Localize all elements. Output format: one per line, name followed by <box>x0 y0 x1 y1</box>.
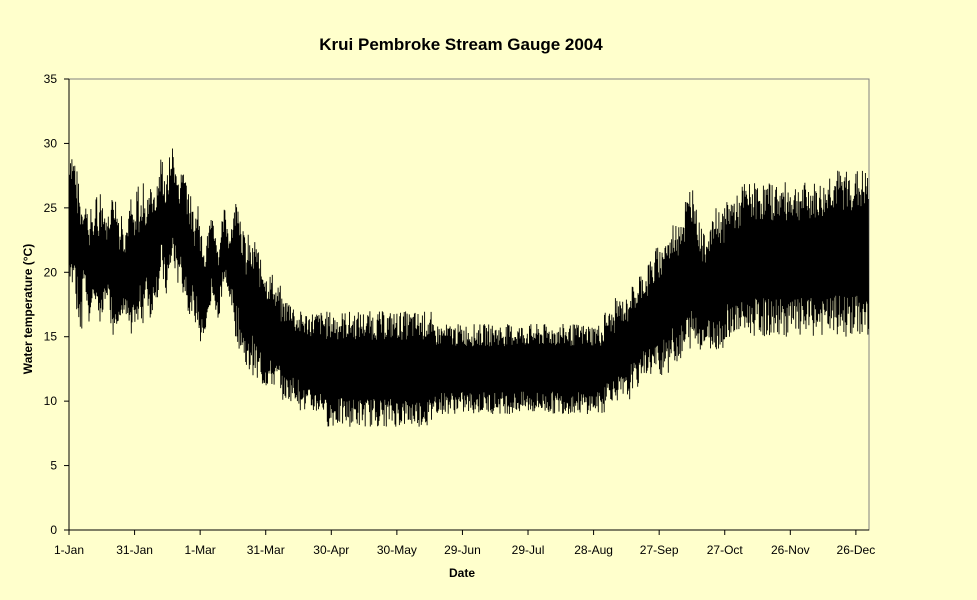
x-tick-label: 29-Jun <box>444 543 481 557</box>
x-tick-label: 1-Jan <box>54 543 84 557</box>
y-tick-label: 35 <box>44 72 58 86</box>
x-tick-label: 29-Jul <box>512 543 545 557</box>
x-tick-label: 30-Apr <box>313 543 349 557</box>
x-tick-label: 27-Sep <box>640 543 679 557</box>
x-tick-label: 27-Oct <box>707 543 744 557</box>
y-tick-label: 10 <box>44 394 58 408</box>
x-tick-label: 31-Jan <box>116 543 153 557</box>
y-tick-label: 15 <box>44 330 58 344</box>
x-tick-label: 30-May <box>377 543 417 557</box>
x-tick-label: 26-Nov <box>771 543 810 557</box>
y-tick-label: 0 <box>50 523 57 537</box>
y-tick-label: 25 <box>44 201 58 215</box>
plot-area: 0 5 10 15 20 25 30 35 1-Jan 31-Jan 1-Mar 31-Mar 30-A… <box>44 72 876 557</box>
x-axis-label: Date <box>449 566 475 580</box>
x-tick-label: 31-Mar <box>247 543 285 557</box>
x-tick-label: 28-Aug <box>574 543 613 557</box>
y-tick-label: 5 <box>50 459 57 473</box>
x-tick-label: 1-Mar <box>184 543 215 557</box>
y-tick-label: 20 <box>44 265 58 279</box>
series-line <box>68 148 870 427</box>
y-axis-label: Water temperature (°C) <box>21 244 35 374</box>
x-tick-label: 26-Dec <box>837 543 876 557</box>
y-tick-label: 30 <box>44 136 58 150</box>
chart-title: Krui Pembroke Stream Gauge 2004 <box>319 35 603 54</box>
